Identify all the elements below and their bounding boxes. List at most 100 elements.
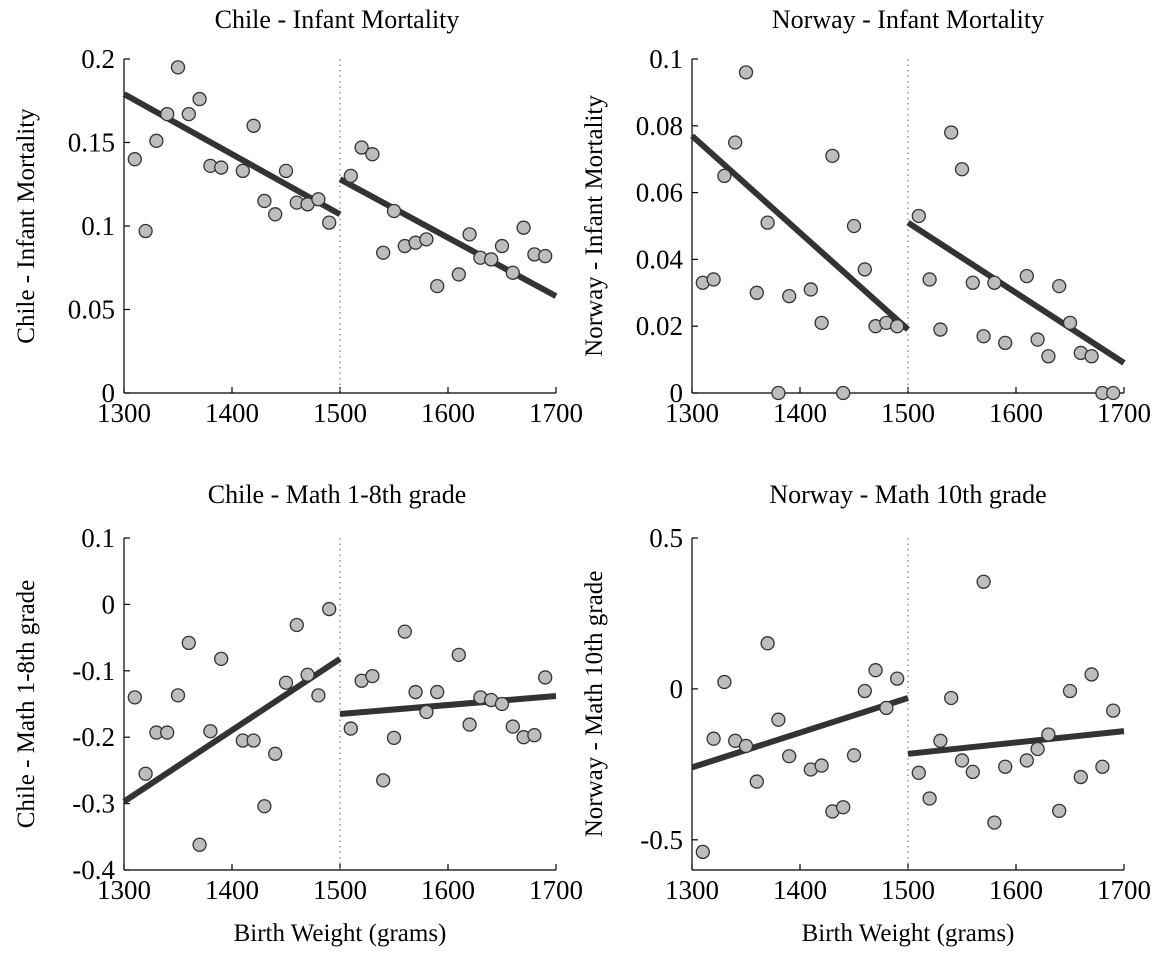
y-tick-label: 0 [102, 378, 116, 408]
y-tick-label: -0.2 [72, 722, 115, 752]
data-point [868, 663, 883, 678]
data-point [192, 837, 207, 852]
chart-title: Chile - Math 1-8th grade [208, 480, 467, 509]
fit-line-right [906, 220, 1126, 366]
data-point [987, 815, 1002, 830]
data-point [462, 717, 477, 732]
data-point [965, 275, 980, 290]
y-tick-label: 0 [102, 589, 116, 619]
fit-line-left [122, 91, 342, 217]
data-point [538, 670, 553, 685]
data-point [138, 223, 153, 239]
y-tick-label: 0 [670, 378, 684, 408]
data-point [1106, 385, 1121, 401]
data-point [846, 748, 862, 763]
data-point [376, 773, 391, 788]
data-point [214, 160, 229, 175]
data-point [289, 617, 304, 633]
data-point [771, 712, 786, 727]
x-tick-label: 1600 [989, 875, 1043, 905]
data-point [138, 766, 153, 781]
chart-title: Norway - Math 10th grade [769, 480, 1046, 509]
data-point [836, 800, 851, 815]
data-point [922, 791, 937, 806]
data-point [1019, 268, 1034, 284]
fit-line-left [691, 695, 909, 771]
data-point [386, 730, 402, 746]
data-point [419, 704, 434, 720]
panel-norway-infant-mortality: Norway - Infant Mortality Norway - Infant… [581, 5, 1151, 428]
y-axis-label: Chile - Infant Mortality [13, 108, 40, 344]
data-point [397, 624, 412, 639]
x-tick-label: 1300 [665, 875, 719, 905]
data-point [322, 601, 337, 617]
y-tick-label: 0.06 [636, 178, 683, 208]
data-point [933, 733, 948, 748]
data-point [268, 207, 283, 222]
x-tick-label: 1400 [205, 875, 259, 905]
y-tick-label: 0.04 [636, 244, 684, 274]
x-tick-label: 1300 [665, 398, 719, 428]
y-axis-label: Chile - Math 1-8th grade [13, 580, 40, 829]
data-point [890, 319, 905, 334]
data-point [954, 162, 970, 177]
data-point [462, 227, 477, 242]
data-point [343, 721, 358, 736]
data-point [998, 759, 1013, 774]
data-point [846, 218, 862, 234]
data-point [1095, 759, 1110, 774]
y-tick-label: 0.15 [68, 128, 115, 158]
data-point [998, 335, 1013, 351]
data-point [738, 738, 754, 754]
data-point [1030, 741, 1045, 757]
data-point [857, 683, 872, 699]
data-point [430, 278, 445, 294]
y-tick-label: 0.2 [81, 44, 115, 74]
data-point [494, 696, 510, 712]
x-tick-label: 1600 [989, 398, 1043, 428]
fit-line-right [907, 728, 1125, 757]
panel-norway-math: Norway - Math 10th grade Norway - Math 10… [581, 480, 1151, 947]
y-tick-label: 0.5 [649, 523, 683, 553]
data-point [1052, 278, 1067, 294]
y-tick-label: -0.4 [72, 855, 115, 885]
data-point [376, 245, 391, 260]
x-axis-label: Birth Weight (grams) [234, 920, 447, 947]
data-point [278, 163, 294, 179]
data-point [825, 148, 840, 164]
data-point [300, 667, 315, 682]
data-point [976, 574, 991, 589]
data-point [505, 265, 520, 280]
data-point [782, 749, 797, 764]
data-point [1052, 803, 1067, 818]
data-point [505, 719, 520, 734]
x-tick-label: 1700 [1097, 875, 1151, 905]
panel-chile-math: Chile - Math 1-8th grade Chile - Math 1-8… [13, 480, 583, 947]
data-point [127, 152, 142, 167]
data-point [879, 700, 894, 716]
y-tick-label: 0.1 [649, 44, 683, 74]
data-point [803, 282, 818, 297]
y-tick-label: -0.3 [72, 789, 115, 819]
data-point [771, 385, 786, 401]
data-point [738, 65, 754, 80]
x-tick-label: 1500 [881, 398, 935, 428]
data-point [1062, 315, 1078, 331]
data-point [451, 647, 466, 663]
x-tick-label: 1500 [313, 875, 367, 905]
data-point [911, 765, 926, 780]
fit-line-right [339, 693, 557, 717]
data-point [365, 668, 380, 684]
data-point [451, 267, 466, 282]
y-tick-label: 0 [670, 674, 684, 704]
data-point [257, 799, 272, 814]
data-point [987, 275, 1002, 290]
data-point [976, 329, 991, 344]
data-point [717, 674, 732, 690]
data-point [749, 774, 764, 789]
data-point [311, 688, 326, 703]
data-point [235, 163, 250, 179]
data-point [257, 193, 272, 209]
data-point [192, 91, 207, 107]
data-point [922, 272, 937, 287]
